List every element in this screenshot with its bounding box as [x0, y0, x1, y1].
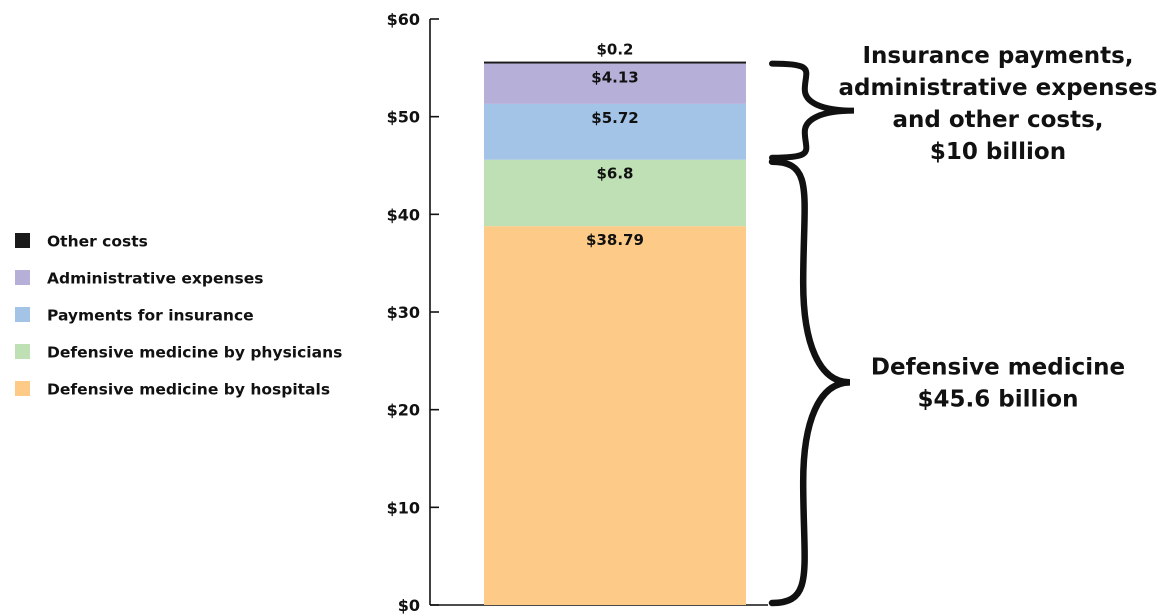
annotation-text: Defensive medicine: [871, 354, 1125, 380]
legend-label: Defensive medicine by hospitals: [47, 381, 330, 399]
legend-label: Other costs: [47, 233, 148, 251]
bar-segment: [484, 61, 746, 64]
annotation-text: $10 billion: [930, 139, 1066, 165]
legend-swatch: [15, 233, 30, 248]
y-tick-label: $20: [387, 401, 420, 420]
annotation-text: Insurance payments,: [862, 43, 1133, 69]
y-tick-label: $60: [387, 10, 420, 29]
data-label: $5.72: [591, 109, 638, 127]
bar-segment: [484, 226, 746, 605]
annotations: Insurance payments, administrative expens…: [768, 43, 1158, 607]
legend-label: Administrative expenses: [47, 270, 264, 288]
y-tick-label: $0: [398, 596, 420, 615]
upper-brace: [769, 60, 855, 161]
stacked-bar: [484, 61, 746, 605]
annotation-text: and other costs,: [892, 107, 1103, 133]
lower-brace: [768, 158, 851, 607]
y-tick-label: $40: [387, 205, 420, 224]
annotation-text: administrative expenses: [839, 75, 1158, 101]
data-label: $4.13: [591, 69, 638, 87]
legend-swatch: [15, 381, 30, 396]
bar-segment: [484, 103, 746, 160]
y-tick-label: $10: [387, 498, 420, 517]
legend-swatch: [15, 270, 30, 285]
annotation-text: $45.6 billion: [918, 386, 1079, 412]
legend-swatch: [15, 307, 30, 322]
legend: Other costs Administrative expenses Paymen…: [15, 233, 342, 399]
bar-segment: [484, 159, 746, 227]
data-label: $38.79: [586, 231, 644, 249]
bar-segment: [484, 63, 746, 104]
legend-swatch: [15, 344, 30, 359]
data-label: $0.2: [596, 41, 633, 59]
y-tick-label: $50: [387, 108, 420, 127]
y-tick-label: $30: [387, 303, 420, 322]
legend-label: Payments for insurance: [47, 307, 254, 325]
data-label: $6.8: [596, 165, 633, 183]
legend-label: Defensive medicine by physicians: [47, 344, 342, 362]
segment-labels: $38.79 $6.8 $5.72 $4.13 $0.2: [586, 41, 644, 250]
